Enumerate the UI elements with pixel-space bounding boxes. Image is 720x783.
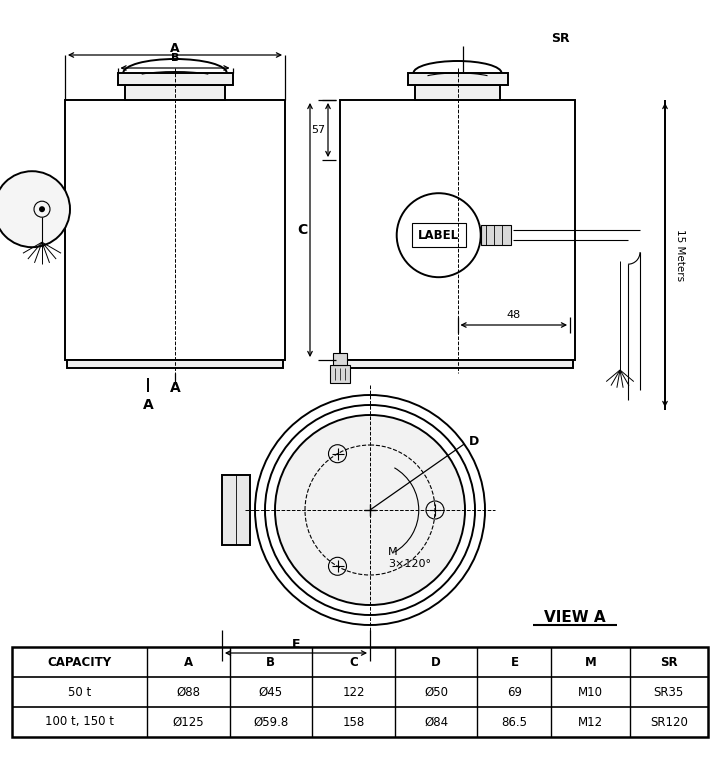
Circle shape bbox=[39, 206, 45, 212]
Text: M12: M12 bbox=[578, 716, 603, 728]
Text: 158: 158 bbox=[342, 716, 364, 728]
Text: 69: 69 bbox=[507, 685, 522, 698]
Text: 15 Meters: 15 Meters bbox=[675, 229, 685, 281]
Circle shape bbox=[275, 415, 465, 605]
Text: A: A bbox=[184, 655, 193, 669]
Text: CAPACITY: CAPACITY bbox=[48, 655, 112, 669]
Text: SR: SR bbox=[551, 31, 570, 45]
Text: SR120: SR120 bbox=[650, 716, 688, 728]
Bar bbox=[481, 226, 510, 245]
Text: Ø45: Ø45 bbox=[258, 685, 283, 698]
Bar bbox=[65, 100, 285, 360]
Bar bbox=[117, 73, 233, 85]
Text: M: M bbox=[585, 655, 596, 669]
Text: D: D bbox=[431, 655, 441, 669]
Bar bbox=[340, 100, 575, 360]
Text: M: M bbox=[388, 547, 397, 557]
Bar bbox=[342, 360, 573, 368]
Text: M10: M10 bbox=[578, 685, 603, 698]
Bar bbox=[330, 365, 350, 383]
Text: C: C bbox=[297, 223, 307, 237]
Bar bbox=[67, 360, 283, 368]
Bar bbox=[125, 85, 225, 100]
Bar bbox=[412, 223, 466, 247]
Text: A: A bbox=[170, 381, 181, 395]
Text: 48: 48 bbox=[507, 310, 521, 320]
Text: 57: 57 bbox=[311, 125, 325, 135]
Circle shape bbox=[397, 193, 481, 277]
Text: B: B bbox=[266, 655, 275, 669]
Text: VIEW A: VIEW A bbox=[544, 611, 606, 626]
Bar bbox=[12, 647, 708, 737]
Text: A: A bbox=[170, 41, 180, 55]
Text: Ø88: Ø88 bbox=[176, 685, 200, 698]
Text: Ø84: Ø84 bbox=[424, 716, 448, 728]
Text: 86.5: 86.5 bbox=[501, 716, 528, 728]
Circle shape bbox=[0, 171, 70, 247]
Bar bbox=[333, 353, 347, 365]
Text: 100 t, 150 t: 100 t, 150 t bbox=[45, 716, 114, 728]
Text: SR: SR bbox=[660, 655, 678, 669]
Text: Ø50: Ø50 bbox=[424, 685, 448, 698]
Text: C: C bbox=[349, 655, 358, 669]
Text: 122: 122 bbox=[342, 685, 365, 698]
Text: D: D bbox=[469, 435, 480, 448]
Bar bbox=[222, 475, 250, 545]
Bar bbox=[408, 73, 508, 85]
Text: Ø125: Ø125 bbox=[172, 716, 204, 728]
Bar bbox=[415, 85, 500, 100]
Text: E: E bbox=[292, 638, 300, 651]
Text: LABEL: LABEL bbox=[418, 229, 459, 242]
Text: B: B bbox=[171, 53, 179, 63]
Text: 50 t: 50 t bbox=[68, 685, 91, 698]
Text: SR35: SR35 bbox=[654, 685, 684, 698]
Text: E: E bbox=[510, 655, 518, 669]
Text: A: A bbox=[143, 398, 153, 412]
Text: Ø59.8: Ø59.8 bbox=[253, 716, 289, 728]
Text: 3×120°: 3×120° bbox=[388, 559, 431, 568]
